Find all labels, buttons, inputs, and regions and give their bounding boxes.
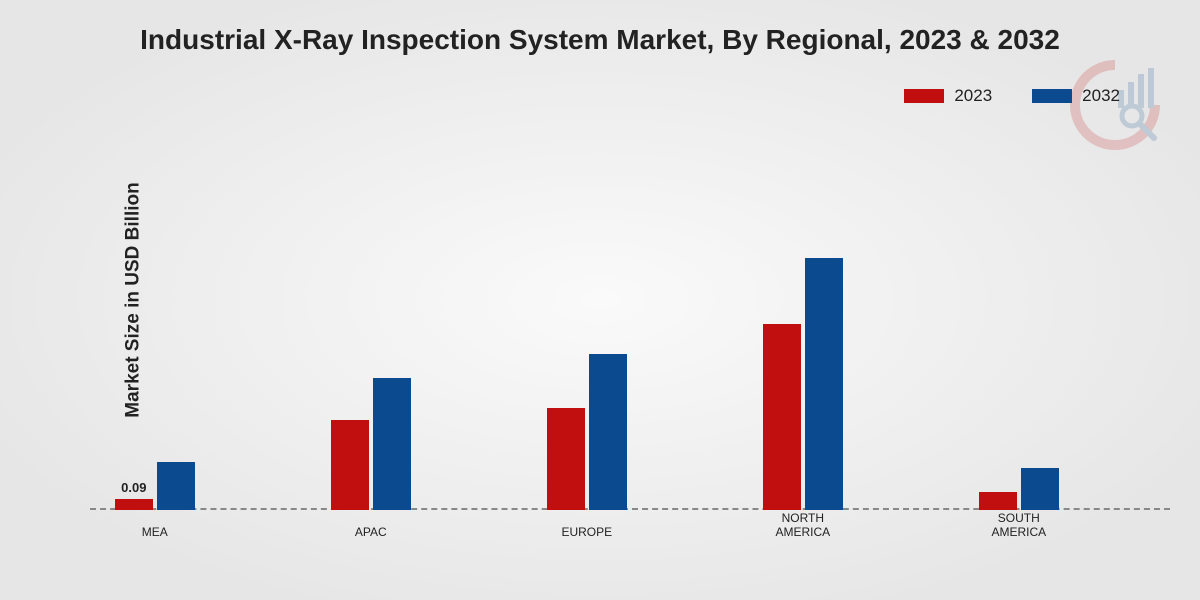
chart-legend: 2023 2032 [904, 86, 1120, 106]
plot-area: 0.09MEAAPACEUROPENORTHAMERICASOUTHAMERIC… [90, 140, 1170, 540]
x-axis-category-label: SOUTHAMERICA [969, 512, 1069, 540]
bar [589, 354, 627, 510]
legend-label: 2032 [1082, 86, 1120, 106]
bar [115, 499, 153, 510]
bar [805, 258, 843, 510]
bar-group [979, 468, 1059, 510]
legend-swatch-2023 [904, 89, 944, 103]
bar-group [115, 462, 195, 510]
bar-group [763, 258, 843, 510]
bar [547, 408, 585, 510]
bar-group [331, 378, 411, 510]
bar [373, 378, 411, 510]
x-axis-category-label: MEA [105, 526, 205, 540]
legend-item-2032: 2032 [1032, 86, 1120, 106]
x-axis-category-label: NORTHAMERICA [753, 512, 853, 540]
legend-item-2023: 2023 [904, 86, 992, 106]
bar [763, 324, 801, 510]
bar [157, 462, 195, 510]
bar [979, 492, 1017, 510]
bar [1021, 468, 1059, 510]
bar [331, 420, 369, 510]
bar-group [547, 354, 627, 510]
x-axis-category-label: EUROPE [537, 526, 637, 540]
chart-title: Industrial X-Ray Inspection System Marke… [0, 24, 1200, 56]
legend-swatch-2032 [1032, 89, 1072, 103]
legend-label: 2023 [954, 86, 992, 106]
x-axis-category-label: APAC [321, 526, 421, 540]
